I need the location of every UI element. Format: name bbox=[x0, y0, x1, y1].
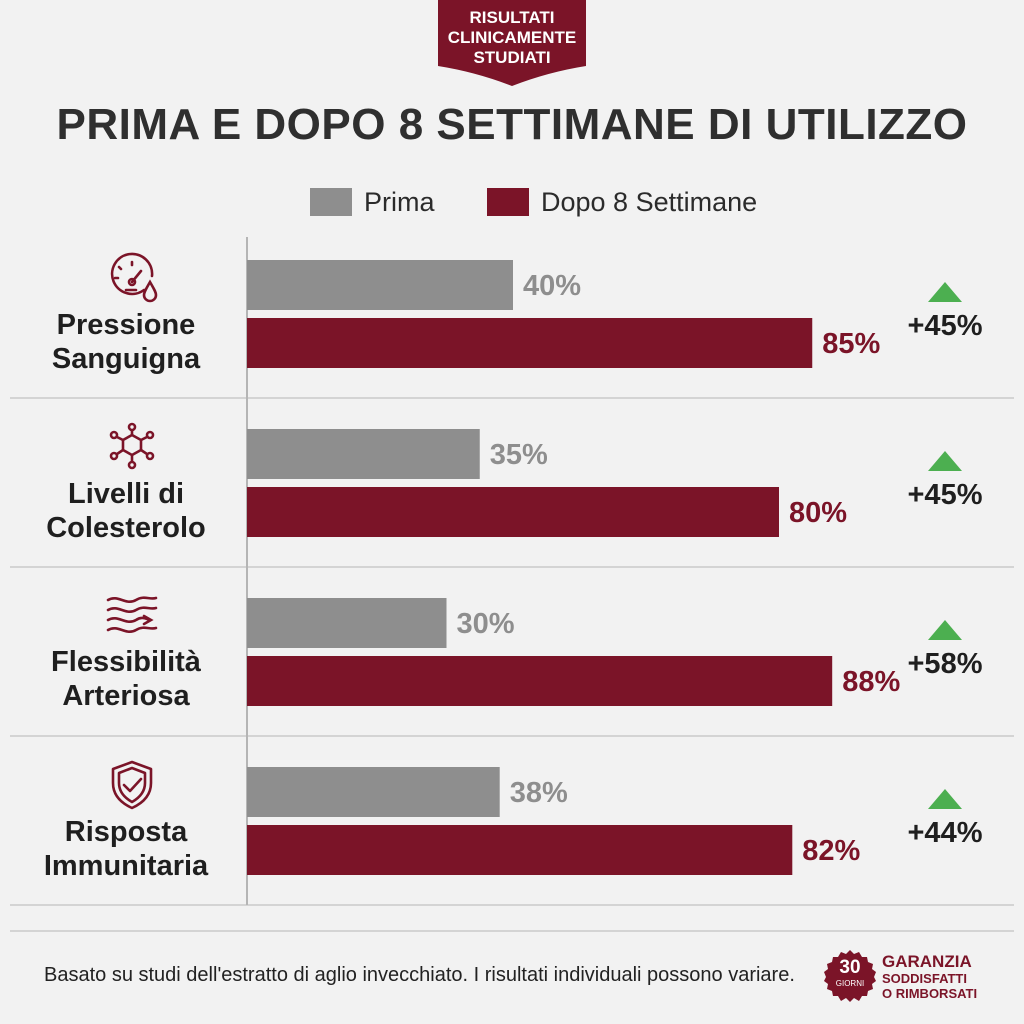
bar-before bbox=[247, 260, 513, 310]
bar-value-label: 40% bbox=[523, 270, 581, 302]
change-value: +45% bbox=[907, 479, 983, 511]
row-label-flessibilita: Flessibilità Arteriosa bbox=[20, 645, 232, 713]
legend-label-before: Prima bbox=[364, 187, 435, 217]
row-label-colesterolo: Livelli di Colesterolo bbox=[20, 477, 232, 545]
artery-flow-icon bbox=[106, 596, 158, 633]
row-label-line: Arteriosa bbox=[62, 680, 190, 712]
bar-after bbox=[247, 318, 813, 368]
chart-title: PRIMA E DOPO 8 SETTIMANE DI UTILIZZO bbox=[56, 100, 968, 149]
bar-value-label: 82% bbox=[802, 835, 860, 867]
guarantee-line-2: O RIMBORSATI bbox=[882, 986, 978, 1001]
bar-before bbox=[247, 429, 480, 479]
clinical-badge bbox=[438, 0, 586, 86]
up-arrow-icon bbox=[928, 789, 962, 809]
clinical-badge-text: RISULTATI CLINICAMENTE STUDIATI bbox=[447, 8, 577, 67]
bar-value-label: 30% bbox=[457, 608, 515, 640]
molecule-icon bbox=[109, 422, 155, 470]
change-value: +44% bbox=[907, 817, 983, 849]
footer-disclaimer: Basato su studi dell'estratto di aglio i… bbox=[44, 964, 795, 986]
guarantee-seal-icon bbox=[824, 950, 876, 1002]
bar-before bbox=[247, 767, 500, 817]
bar-value-label: 80% bbox=[789, 497, 847, 529]
legend-swatch-after bbox=[487, 188, 529, 216]
bar-value-label: 85% bbox=[822, 328, 880, 360]
guarantee-line-1: SODDISFATTI bbox=[882, 971, 967, 986]
row-label-pressione: Pressione Sanguigna bbox=[20, 308, 232, 376]
bar-before bbox=[247, 598, 447, 648]
up-arrow-icon bbox=[928, 282, 962, 302]
row-label-line: Flessibilità bbox=[51, 646, 201, 678]
row-label-line: Risposta bbox=[64, 816, 188, 848]
bar-value-label: 88% bbox=[842, 666, 900, 698]
bar-after bbox=[247, 487, 779, 537]
up-arrow-icon bbox=[928, 620, 962, 640]
legend-label-after: Dopo 8 Settimane bbox=[541, 187, 758, 217]
bar-after bbox=[247, 656, 833, 706]
seal-unit: GIORNI bbox=[835, 979, 865, 988]
seal-number: 30 bbox=[839, 957, 861, 978]
bar-after bbox=[247, 825, 793, 875]
bar-value-label: 35% bbox=[490, 439, 548, 471]
change-value: +58% bbox=[907, 648, 983, 680]
gauge-blood-drop-icon bbox=[110, 252, 158, 303]
row-label-line: Sanguigna bbox=[51, 343, 201, 375]
row-label-line: Colesterolo bbox=[46, 512, 206, 544]
row-label-risposta: Risposta Immunitaria bbox=[20, 815, 232, 883]
bar-value-label: 38% bbox=[510, 777, 568, 809]
guarantee-text: GARANZIA SODDISFATTI O RIMBORSATI bbox=[882, 952, 977, 1001]
row-label-line: Pressione bbox=[56, 309, 196, 341]
shield-check-icon bbox=[111, 760, 153, 810]
change-value: +45% bbox=[907, 310, 983, 342]
row-label-line: Immunitaria bbox=[43, 850, 209, 882]
guarantee-title: GARANZIA bbox=[882, 952, 972, 971]
up-arrow-icon bbox=[928, 451, 962, 471]
chart-legend: Prima Dopo 8 Settimane bbox=[0, 186, 1024, 218]
row-label-line: Livelli di bbox=[67, 478, 185, 510]
legend-swatch-before bbox=[310, 188, 352, 216]
